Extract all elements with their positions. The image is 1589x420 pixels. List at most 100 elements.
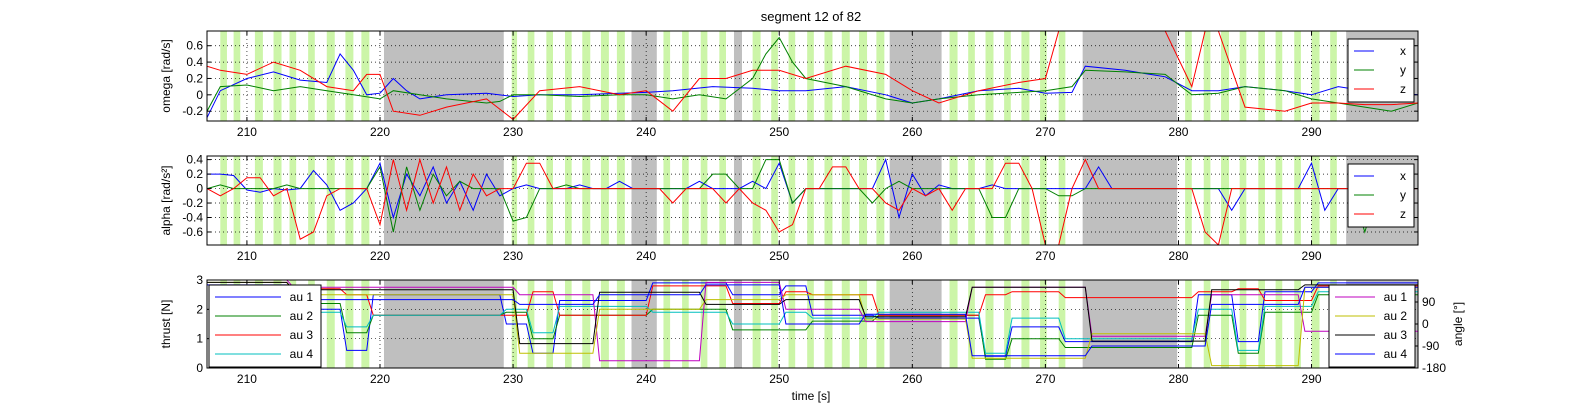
green-band [616, 31, 625, 121]
y2-tick-label: -180 [1422, 361, 1446, 375]
x-tick-label: 240 [636, 125, 656, 139]
green-band [1185, 31, 1192, 121]
y-tick-label: -0.4 [182, 211, 203, 225]
green-band [582, 280, 591, 368]
y-tick-label: 0 [196, 88, 203, 102]
green-band [968, 31, 975, 121]
legend-label: au 2 [1384, 309, 1408, 323]
x-tick-label: 210 [237, 125, 257, 139]
legend-label: y [1400, 188, 1406, 202]
green-band [1021, 280, 1030, 368]
legend-label: z [1400, 207, 1406, 221]
y-tick-label: 0.6 [186, 39, 203, 53]
green-band [1203, 31, 1211, 121]
legend-left: au 1 au 2 au 3 au 4 [208, 284, 322, 368]
y-axis-label: thrust [N] [159, 300, 173, 349]
y2-tick-label: 0 [1422, 317, 1429, 331]
green-band [876, 31, 885, 121]
legend-box [1328, 284, 1416, 368]
green-band [361, 156, 370, 245]
green-band [859, 280, 868, 368]
gray-band [631, 280, 657, 368]
green-band [876, 156, 885, 245]
gray-band [889, 156, 942, 245]
gray-band [1082, 280, 1178, 368]
y-axis-label: alpha [rad/s²] [159, 165, 173, 235]
green-band [1058, 31, 1066, 121]
green-band [752, 156, 761, 245]
x-tick-label: 280 [1168, 125, 1188, 139]
y-tick-label: 0 [196, 361, 203, 375]
y-tick-label: -0.2 [182, 196, 203, 210]
x-tick-label: 240 [636, 372, 656, 386]
green-band [949, 280, 958, 368]
green-band [682, 31, 689, 121]
green-band [289, 156, 297, 245]
y2-tick-label: -90 [1422, 339, 1440, 353]
x-tick-label: 280 [1168, 372, 1188, 386]
x-tick-label: 210 [237, 249, 257, 263]
legend-label: x [1400, 44, 1406, 58]
plot-area [207, 31, 1418, 121]
axes-box [206, 30, 1419, 122]
x-tick-label: 220 [370, 125, 390, 139]
x-tick-label: 230 [503, 372, 523, 386]
green-band [345, 31, 354, 121]
green-band [1330, 31, 1337, 121]
green-band [841, 156, 850, 245]
green-band [788, 31, 796, 121]
green-band [663, 156, 671, 245]
axes-box [206, 155, 1419, 246]
green-band [663, 280, 671, 368]
gray-band [733, 156, 742, 245]
green-band [1294, 31, 1301, 121]
x-tick-label: 270 [1035, 372, 1055, 386]
legend: xyz [1347, 38, 1415, 103]
x-tick-label: 230 [503, 125, 523, 139]
gray-band [631, 156, 657, 245]
y2-tick-label: 90 [1422, 295, 1436, 309]
y-tick-label: 0.4 [186, 55, 203, 69]
green-band [1058, 156, 1066, 245]
x-tick-label: 270 [1035, 125, 1055, 139]
green-band [564, 280, 572, 368]
green-band [1258, 31, 1265, 121]
green-band [308, 31, 315, 121]
green-band [985, 31, 994, 121]
green-band [1294, 280, 1301, 368]
green-band [511, 156, 518, 245]
green-band [1311, 31, 1320, 121]
green-band [949, 156, 958, 245]
green-band [1221, 156, 1230, 245]
green-band [616, 156, 625, 245]
legend-label: au 2 [290, 309, 314, 323]
x-axis-label: time [s] [792, 389, 831, 403]
green-band [682, 280, 689, 368]
legend-label: au 1 [1384, 290, 1408, 304]
green-band [1275, 280, 1283, 368]
x-tick-label: 230 [503, 249, 523, 263]
green-band [1004, 280, 1011, 368]
y-tick-label: -0.6 [182, 225, 203, 239]
x-tick-label: 290 [1302, 249, 1322, 263]
green-band [1004, 156, 1011, 245]
x-tick-label: 220 [370, 249, 390, 263]
omega-panel: 210 220 230 240 250 260 270 280 290 -0.2 0 0.2 0.4 0.… [159, 30, 1419, 139]
series-line-y [207, 36, 1418, 112]
gray-band [383, 280, 504, 368]
legend-box [208, 284, 322, 368]
series-line-z [207, 157, 1418, 245]
green-band [289, 31, 297, 121]
green-band [824, 31, 833, 121]
green-band [1330, 156, 1337, 245]
green-band [968, 280, 975, 368]
green-band [985, 280, 994, 368]
green-band [582, 31, 591, 121]
green-band [546, 156, 553, 245]
green-band [682, 156, 689, 245]
green-band [273, 31, 282, 121]
x-tick-label: 260 [902, 125, 922, 139]
x-tick-label: 280 [1168, 249, 1188, 263]
green-band [1311, 280, 1320, 368]
green-band [859, 31, 868, 121]
